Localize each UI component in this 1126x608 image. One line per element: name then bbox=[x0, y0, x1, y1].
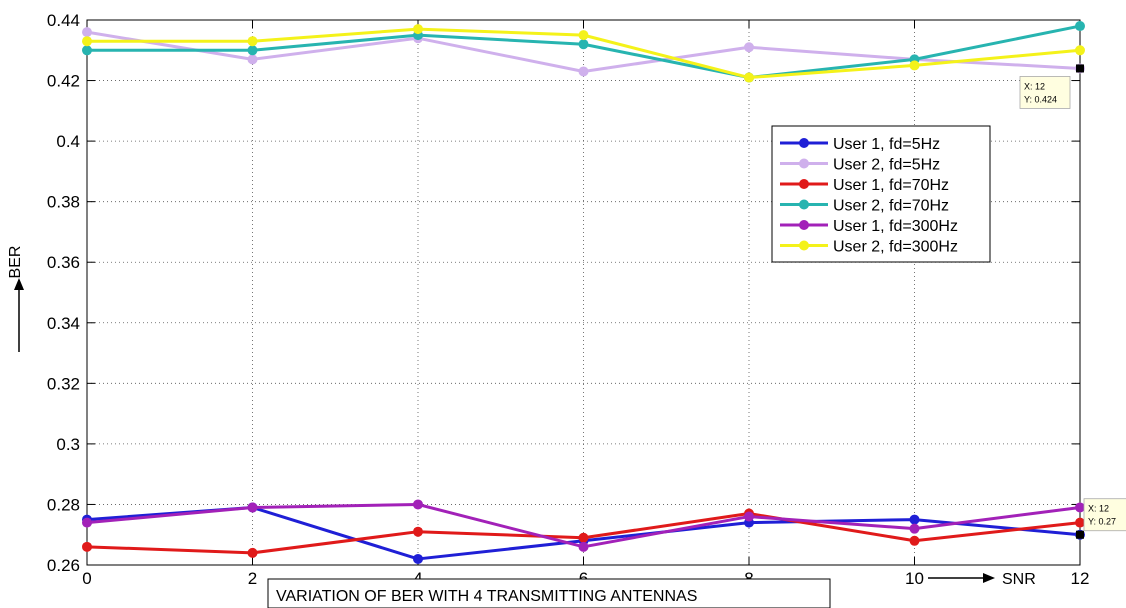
y-axis-label: BER bbox=[7, 246, 24, 279]
data-point bbox=[247, 36, 258, 47]
data-point bbox=[247, 502, 258, 513]
y-tick-label: 0.4 bbox=[56, 132, 80, 151]
x-tick-label: 10 bbox=[905, 569, 924, 588]
data-point bbox=[82, 36, 92, 47]
data-point bbox=[413, 499, 423, 510]
datatip-x: X: 12 bbox=[1024, 81, 1045, 91]
legend-marker bbox=[799, 220, 809, 230]
y-tick-label: 0.3 bbox=[56, 435, 80, 454]
legend: User 1, fd=5Hz User 2, fd=5Hz User 1, fd=7… bbox=[771, 125, 991, 263]
x-axis-arrowhead bbox=[983, 573, 995, 583]
data-point bbox=[247, 547, 258, 558]
caption-box bbox=[267, 578, 831, 608]
legend-marker bbox=[799, 179, 809, 189]
y-tick-label: 0.34 bbox=[47, 314, 80, 333]
data-point bbox=[82, 45, 92, 56]
x-tick-label: 12 bbox=[1071, 569, 1090, 588]
legend-marker bbox=[799, 240, 809, 251]
datatip-x: X: 12 bbox=[1088, 504, 1109, 514]
datatips: X: 12 Y: 0.424 X: 12 Y: 0.27 bbox=[1019, 64, 1126, 539]
datatip-marker bbox=[1076, 530, 1084, 539]
x-axis-label: SNR bbox=[1002, 571, 1036, 588]
series-6 bbox=[82, 24, 1085, 83]
legend-label: User 1, fd=70Hz bbox=[833, 177, 949, 194]
caption: VARIATION OF BER WITH 4 TRANSMITTING ANT… bbox=[267, 578, 831, 608]
y-tick-label: 0.32 bbox=[47, 374, 80, 393]
data-point bbox=[413, 526, 423, 537]
data-point bbox=[578, 532, 589, 543]
data-point bbox=[909, 535, 920, 546]
y-tick-label: 0.36 bbox=[47, 253, 80, 272]
data-point bbox=[247, 54, 258, 65]
x-axis-label-group: SNR bbox=[928, 571, 1036, 588]
data-point bbox=[578, 541, 589, 552]
data-point bbox=[1075, 517, 1085, 528]
y-tick-label: 0.44 bbox=[47, 11, 80, 30]
data-point bbox=[744, 511, 754, 522]
datatip-marker bbox=[1076, 64, 1084, 73]
data-point bbox=[82, 27, 92, 38]
data-point bbox=[578, 66, 589, 77]
data-point bbox=[413, 553, 423, 564]
series-layer bbox=[82, 21, 1085, 564]
data-point bbox=[909, 523, 920, 534]
datatip-box bbox=[1019, 76, 1071, 109]
y-tick-label: 0.38 bbox=[47, 193, 80, 212]
y-tick-label: 0.28 bbox=[47, 495, 80, 514]
legend-label: User 1, fd=5Hz bbox=[833, 136, 940, 153]
data-point bbox=[1075, 21, 1085, 32]
data-point bbox=[909, 514, 920, 525]
data-point bbox=[82, 517, 92, 528]
legend-label: User 2, fd=70Hz bbox=[833, 198, 949, 215]
datatip-y: Y: 0.424 bbox=[1024, 94, 1057, 104]
datatip: X: 12 Y: 0.424 bbox=[1019, 64, 1084, 109]
legend-label: User 2, fd=300Hz bbox=[833, 239, 958, 256]
y-axis-arrowhead bbox=[14, 278, 24, 290]
legend-marker bbox=[799, 158, 809, 169]
data-point bbox=[578, 30, 589, 41]
series-5 bbox=[82, 499, 1085, 552]
y-tick-label: 0.26 bbox=[47, 556, 80, 575]
legend-label: User 1, fd=300Hz bbox=[833, 218, 958, 235]
legend-label: User 2, fd=5Hz bbox=[833, 157, 940, 174]
data-point bbox=[1075, 502, 1085, 513]
legend-box bbox=[771, 125, 991, 263]
data-point bbox=[578, 39, 589, 50]
legend-marker bbox=[799, 138, 809, 148]
datatip-y: Y: 0.27 bbox=[1088, 517, 1116, 527]
x-tick-label: 2 bbox=[248, 569, 257, 588]
data-point bbox=[909, 60, 920, 71]
data-point bbox=[82, 541, 92, 552]
data-point bbox=[744, 42, 754, 53]
chart-title: VARIATION OF BER WITH 4 TRANSMITTING ANT… bbox=[276, 588, 697, 605]
y-axis-label-group: BER bbox=[7, 246, 24, 352]
data-point bbox=[247, 45, 258, 56]
datatip: X: 12 Y: 0.27 bbox=[1076, 498, 1126, 539]
data-point bbox=[744, 72, 754, 83]
legend-marker bbox=[799, 199, 809, 210]
y-tick-label: 0.42 bbox=[47, 72, 80, 91]
x-tick-label: 0 bbox=[82, 569, 91, 588]
data-point bbox=[1075, 45, 1085, 56]
data-point bbox=[413, 24, 423, 35]
datatip-box bbox=[1083, 498, 1126, 532]
